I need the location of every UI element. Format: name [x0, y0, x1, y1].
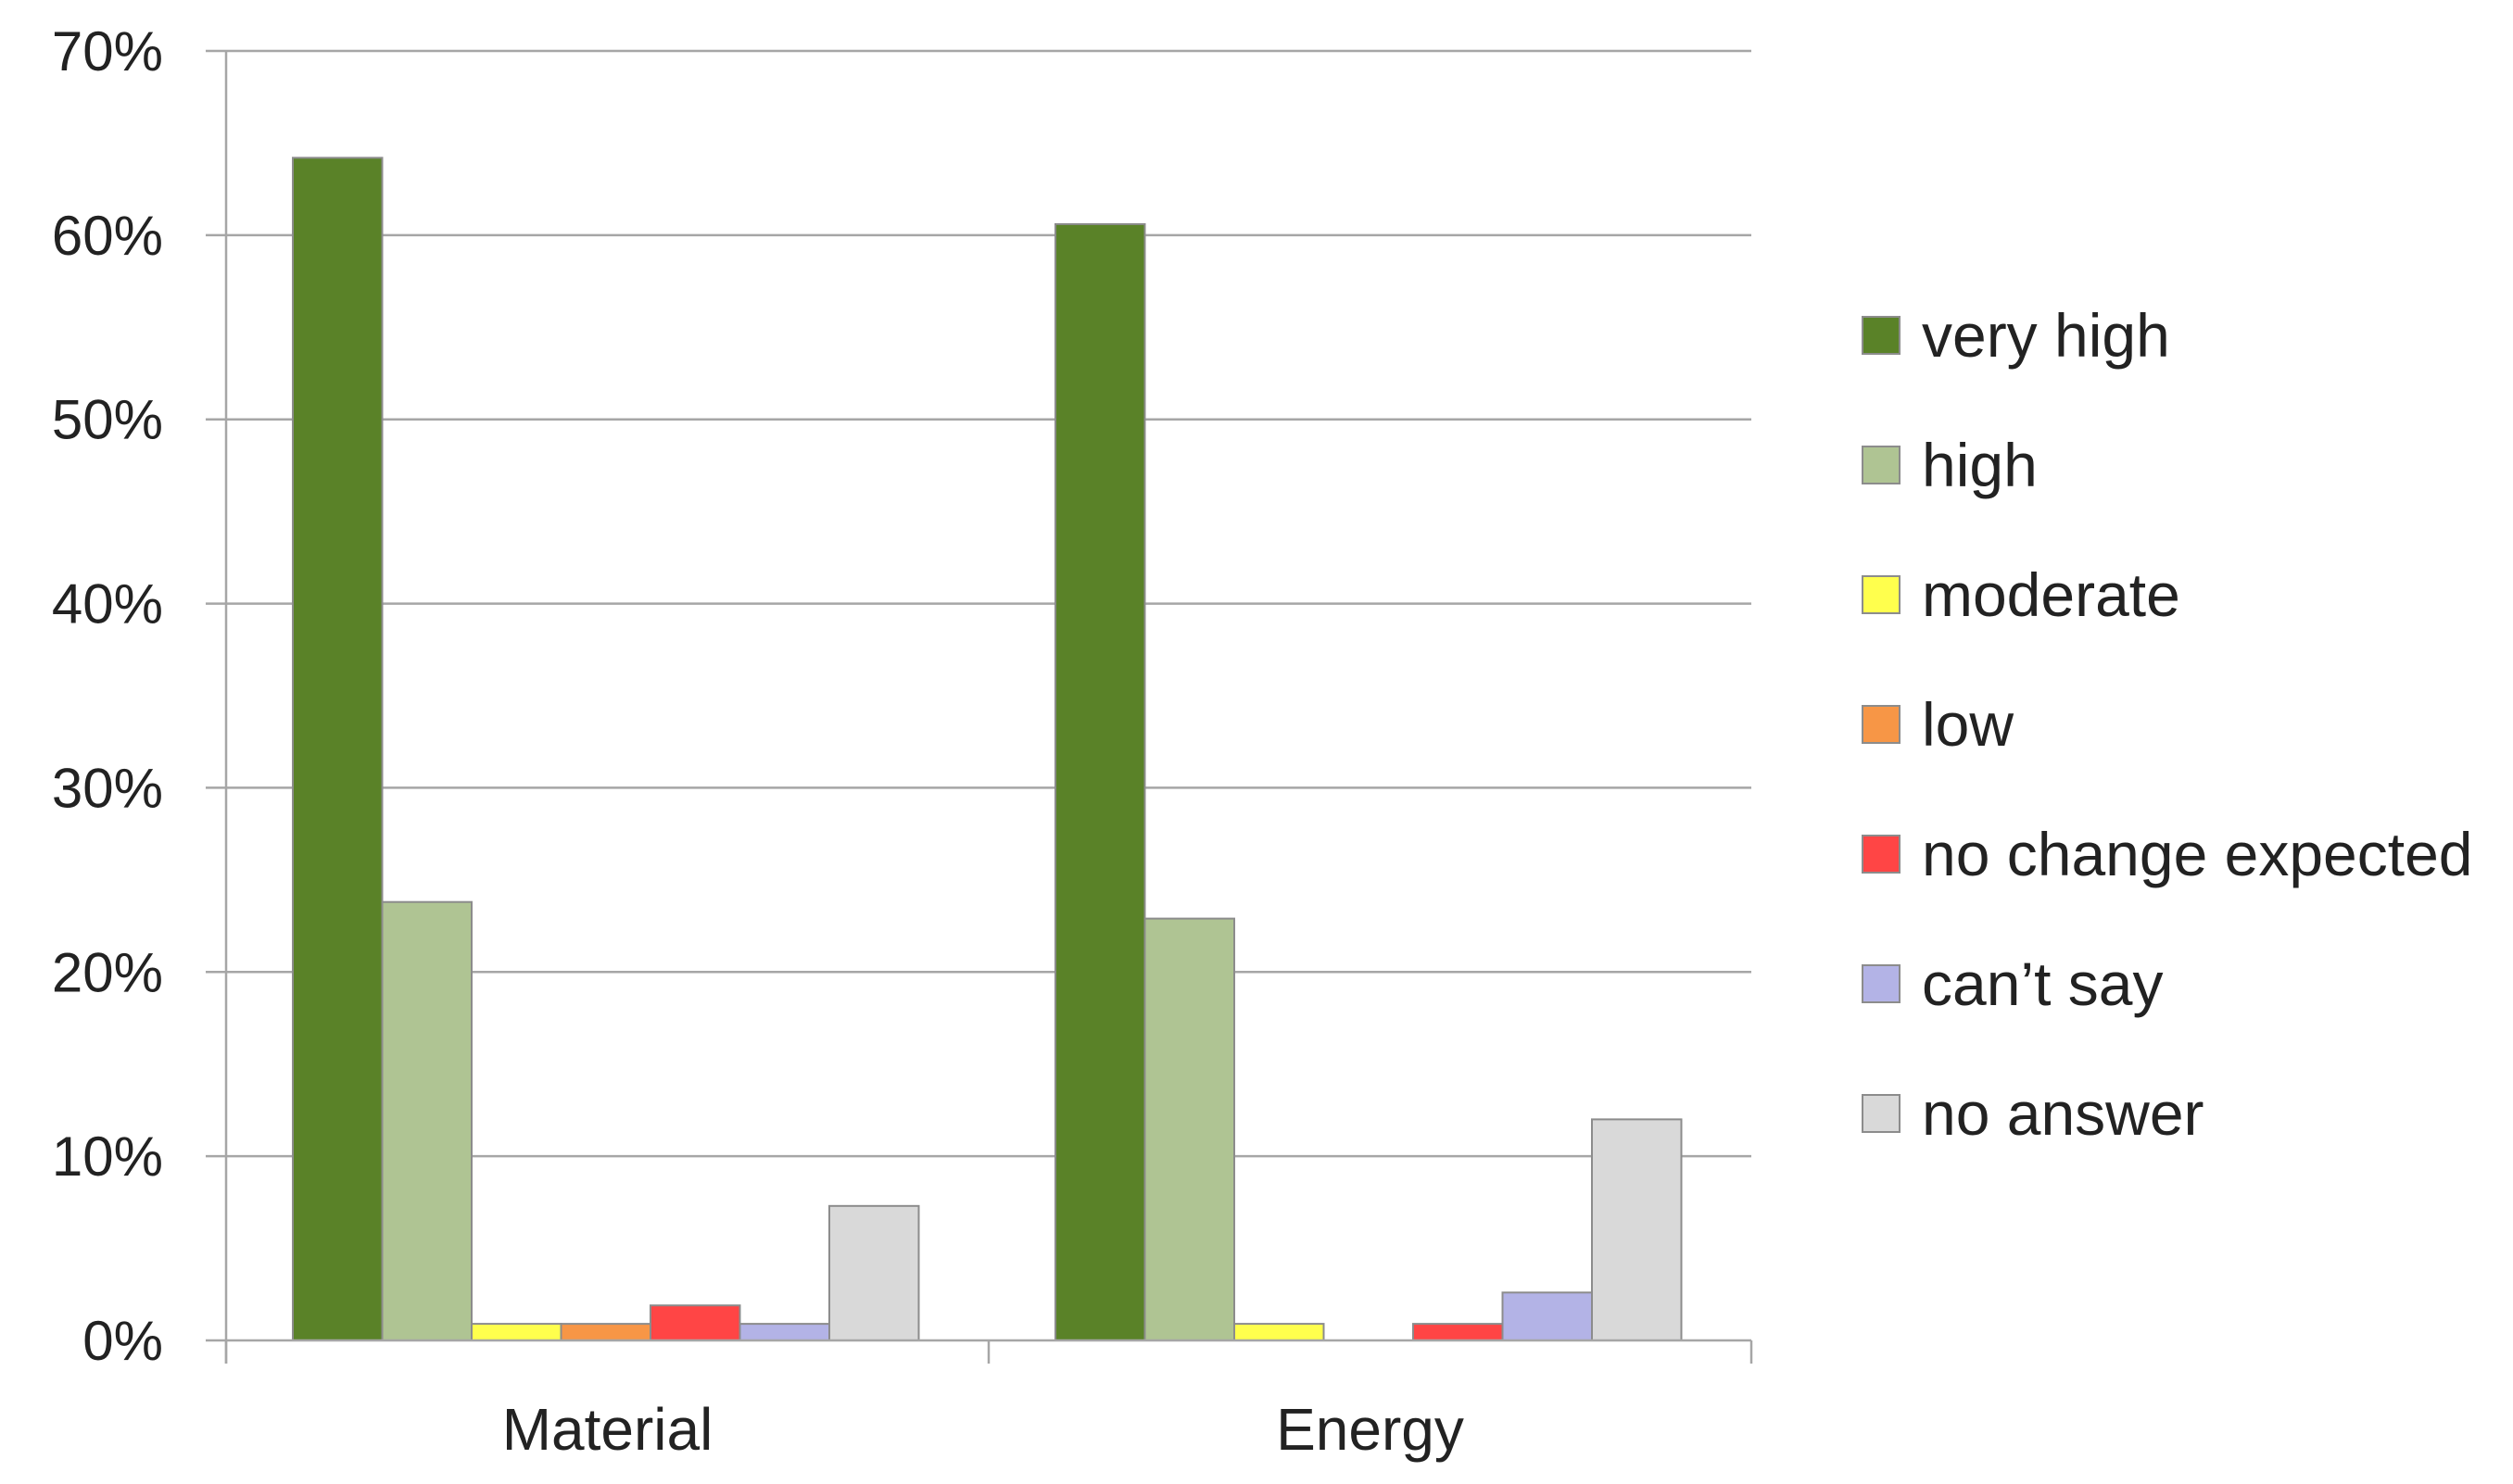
- legend-label: moderate: [1922, 560, 2180, 629]
- y-tick-label: 0%: [82, 1310, 163, 1372]
- legend-label: very high: [1922, 301, 2170, 370]
- legend-swatch: [1862, 705, 1901, 744]
- bar-moderate-energy: [1233, 1323, 1325, 1342]
- bar-low-material: [560, 1323, 651, 1342]
- bar-no-answer-material: [828, 1204, 920, 1341]
- bar-very-high-energy: [1054, 222, 1146, 1342]
- legend-label: no answer: [1922, 1079, 2204, 1148]
- axes: 0% 10% 20% 30% 40% 50% 60% 70% Material Energy: [52, 20, 1753, 1463]
- legend-label: can’t say: [1922, 950, 2163, 1018]
- y-tick-label: 50%: [52, 389, 163, 451]
- y-tick-label: 20%: [52, 941, 163, 1003]
- bars: [292, 157, 1683, 1342]
- y-tick-label: 30%: [52, 757, 163, 819]
- legend-swatch: [1862, 446, 1901, 484]
- bar-high-energy: [1143, 917, 1235, 1341]
- x-category-label: Material: [502, 1396, 713, 1463]
- bar-no-change-expected-energy: [1412, 1323, 1504, 1342]
- bar-moderate-material: [471, 1323, 562, 1342]
- y-tick-label: 40%: [52, 573, 163, 635]
- x-category-label: Energy: [1276, 1396, 1464, 1463]
- bar-no-answer-energy: [1591, 1118, 1683, 1342]
- legend-swatch: [1862, 575, 1901, 614]
- legend-swatch: [1862, 835, 1901, 874]
- gridlines: [226, 49, 1751, 1158]
- legend-label: high: [1922, 431, 2038, 499]
- y-tick-label: 70%: [52, 20, 163, 82]
- legend-swatch: [1862, 316, 1901, 355]
- legend-swatch: [1862, 1094, 1901, 1133]
- legend-label: low: [1922, 690, 2014, 759]
- legend-label: no change expected: [1922, 820, 2472, 888]
- bar-can-t-say-energy: [1501, 1291, 1593, 1341]
- bar-no-change-expected-material: [650, 1304, 741, 1342]
- y-tick-label: 60%: [52, 205, 163, 267]
- legend: very high high moderate low no change expect…: [1862, 301, 2472, 1148]
- bar-very-high-material: [292, 157, 384, 1341]
- bar-high-material: [381, 900, 473, 1341]
- y-tick-label: 10%: [52, 1126, 163, 1188]
- bar-can-t-say-material: [739, 1323, 830, 1342]
- legend-swatch: [1862, 964, 1901, 1003]
